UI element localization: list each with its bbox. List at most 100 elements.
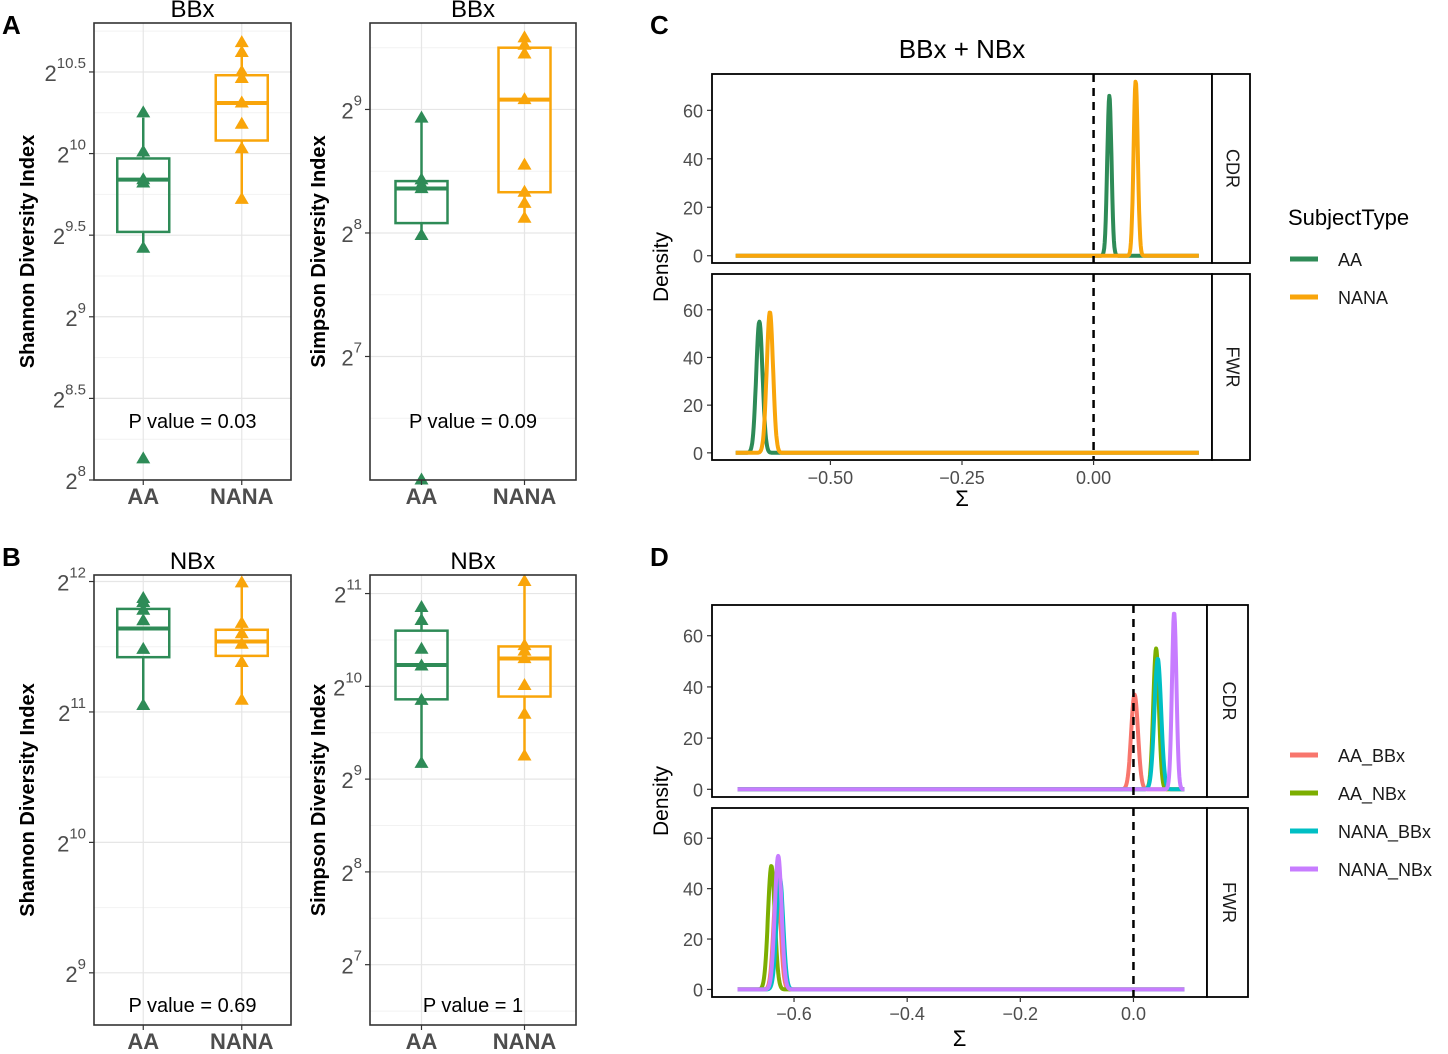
y-tick-label: 0 bbox=[693, 980, 703, 1000]
data-point bbox=[136, 594, 151, 607]
y-tick-label: 27 bbox=[341, 339, 362, 370]
plot-border bbox=[93, 574, 292, 1026]
box-aa bbox=[116, 157, 171, 234]
density-curve-nana bbox=[734, 310, 1201, 455]
chart-nbx-shannon: 29 210 211 212 AA NANA NBx Shannon Diversity In… bbox=[17, 548, 292, 1054]
p-value-annotation: P value = 0.69 bbox=[128, 995, 256, 1017]
chart-title: BBx bbox=[451, 0, 495, 23]
data-point bbox=[414, 755, 429, 768]
y-tick-label: 40 bbox=[683, 348, 703, 368]
data-point bbox=[234, 35, 249, 48]
data-point bbox=[136, 641, 151, 654]
plot-border bbox=[93, 22, 292, 481]
data-point bbox=[517, 643, 532, 656]
data-point bbox=[517, 677, 532, 690]
y-tick-label: 40 bbox=[683, 678, 703, 698]
y-tick-label: 29 bbox=[341, 762, 362, 793]
y-tick-label: 60 bbox=[683, 829, 703, 849]
chart-density-by-group: 0 20 40 60 CDR 0 20 40 60 FWR −0.6 −0.4 −0.2 0.0 Σ Dens… bbox=[650, 604, 1432, 1051]
data-point bbox=[517, 92, 532, 105]
y-tick-label: 28 bbox=[65, 463, 86, 494]
y-tick-label: 28 bbox=[341, 216, 362, 247]
data-point bbox=[234, 692, 249, 705]
legend-label-aa_nbx: AA_NBx bbox=[1338, 784, 1406, 805]
y-axis-label: Shannon Diversity Index bbox=[17, 135, 39, 368]
data-point bbox=[136, 451, 151, 464]
chart-bbx-simpson: 27 28 29 AA NANA BBx Simpson Diversity Index P … bbox=[308, 0, 577, 509]
facet-strip-label: CDR bbox=[1219, 682, 1239, 721]
x-tick-label: AA bbox=[127, 484, 159, 509]
panel-label-d: D bbox=[650, 542, 669, 572]
facet-strip bbox=[1206, 807, 1249, 998]
x-tick-label: −0.50 bbox=[808, 468, 854, 488]
y-tick-label: 27 bbox=[341, 948, 362, 979]
data-point bbox=[234, 654, 249, 667]
data-point bbox=[136, 602, 151, 615]
data-point bbox=[234, 64, 249, 77]
density-curve-aa bbox=[734, 319, 1201, 455]
x-tick-label: AA bbox=[406, 484, 438, 509]
legend-label-aa: AA bbox=[1338, 250, 1362, 270]
legend-title: SubjectType bbox=[1288, 205, 1409, 230]
panel-label-a: A bbox=[2, 10, 21, 40]
y-tick-label: 29 bbox=[65, 300, 86, 331]
data-point bbox=[517, 184, 532, 197]
data-point bbox=[234, 141, 249, 154]
x-tick-label: NANA bbox=[493, 1029, 557, 1054]
y-tick-label: 29 bbox=[341, 92, 362, 123]
x-axis-label: Σ bbox=[955, 486, 969, 511]
chart-bbx-shannon: 28 28.5 29 29.5 210 210.5 AA NANA BBx Shannon Div… bbox=[17, 0, 292, 509]
data-point bbox=[517, 195, 532, 208]
data-point bbox=[234, 615, 249, 628]
y-axis-label: Density bbox=[650, 231, 673, 302]
data-point bbox=[234, 71, 249, 84]
data-point bbox=[517, 748, 532, 761]
facet-strip-label: CDR bbox=[1222, 149, 1242, 188]
y-tick-label: 60 bbox=[683, 101, 703, 121]
data-point bbox=[414, 472, 429, 485]
plot-border bbox=[369, 22, 577, 481]
density-curve-nana_bbx bbox=[736, 876, 1186, 992]
chart-title: NBx bbox=[170, 548, 215, 575]
data-point bbox=[414, 658, 429, 671]
density-curve-aa_bbx bbox=[736, 876, 1186, 992]
x-tick-label: −0.4 bbox=[889, 1004, 925, 1024]
chart-title: BBx bbox=[170, 0, 214, 23]
y-axis-label: Shannon Diversity Index bbox=[17, 683, 39, 916]
y-tick-label: 28 bbox=[341, 855, 362, 886]
p-value-annotation: P value = 0.09 bbox=[409, 411, 537, 433]
plot-border bbox=[369, 574, 577, 1026]
data-point bbox=[414, 110, 429, 123]
data-point bbox=[414, 613, 429, 626]
y-tick-label: 0 bbox=[693, 247, 703, 267]
facet-cdr: 0 20 40 60 CDR bbox=[683, 73, 1251, 267]
x-tick-label: −0.25 bbox=[939, 468, 985, 488]
data-point bbox=[517, 574, 532, 587]
density-curve-nana bbox=[734, 79, 1201, 258]
x-tick-label: NANA bbox=[210, 484, 274, 509]
y-tick-label: 60 bbox=[683, 627, 703, 647]
chart-title: BBx + NBx bbox=[899, 34, 1025, 64]
x-tick-label: NANA bbox=[210, 1029, 274, 1054]
data-point bbox=[414, 641, 429, 654]
data-point bbox=[234, 191, 249, 204]
y-tick-label: 210 bbox=[333, 669, 362, 700]
density-curve-nana_nbx bbox=[736, 853, 1186, 992]
data-point bbox=[136, 697, 151, 710]
legend-label-aa_bbx: AA_BBx bbox=[1338, 746, 1405, 767]
legend-label-nana: NANA bbox=[1338, 288, 1388, 308]
data-point bbox=[517, 46, 532, 59]
panel-label-b: B bbox=[2, 542, 21, 572]
density-curve-aa bbox=[734, 93, 1201, 258]
data-point bbox=[136, 613, 151, 626]
data-point bbox=[234, 626, 249, 639]
data-point bbox=[136, 105, 151, 118]
y-tick-label: 28.5 bbox=[53, 381, 86, 412]
chart-density-combined: 0 20 40 60 CDR 0 20 40 60 FWR −0.50 −0.25 0.00 Σ Densi… bbox=[650, 34, 1409, 511]
data-point bbox=[414, 181, 429, 194]
p-value-annotation: P value = 1 bbox=[423, 995, 523, 1017]
facet-strip bbox=[1211, 73, 1251, 264]
facet-fwr: 0 20 40 60 FWR bbox=[683, 273, 1251, 464]
data-point bbox=[136, 175, 151, 188]
